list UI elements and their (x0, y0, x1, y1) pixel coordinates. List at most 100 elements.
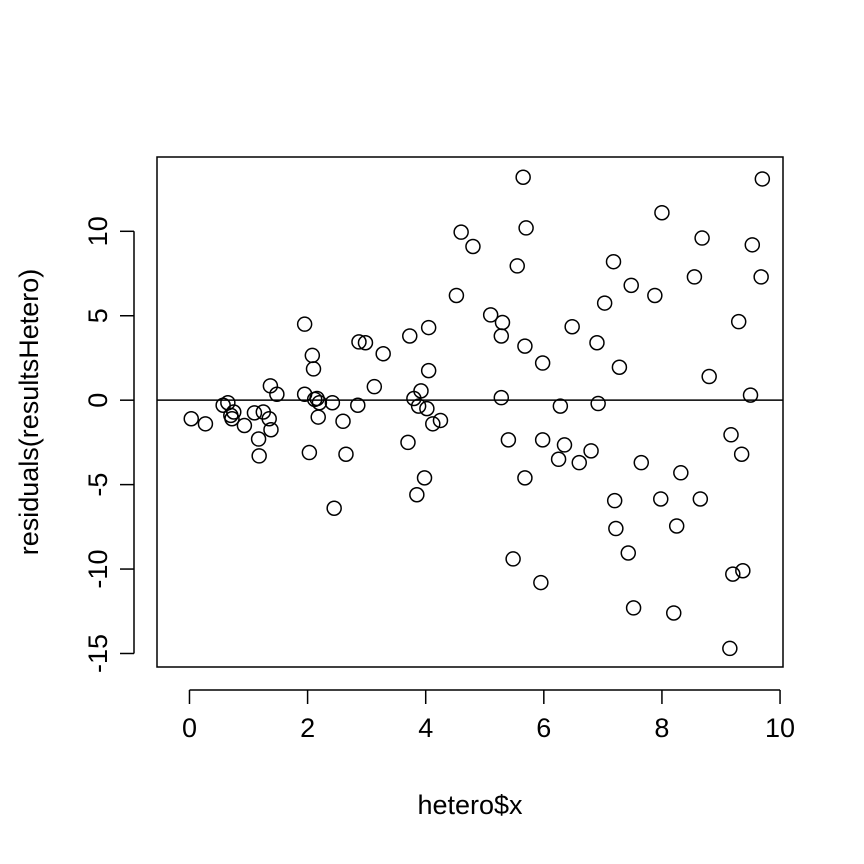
data-point (625, 600, 642, 616)
data-point (608, 520, 624, 537)
data-point (263, 421, 279, 438)
data-point (432, 412, 449, 429)
data-point (500, 432, 517, 448)
data-point (596, 295, 613, 311)
y-tick-label: 0 (83, 393, 113, 408)
data-point (324, 394, 341, 411)
y-tick-label: 5 (83, 308, 113, 323)
data-point (692, 491, 709, 507)
data-point (465, 238, 481, 255)
data-point (518, 220, 534, 236)
data-point (357, 335, 374, 351)
x-axis-title: hetero$x (417, 790, 523, 820)
data-point (673, 465, 689, 481)
data-point (730, 313, 747, 330)
data-point (420, 362, 437, 379)
data-point (633, 454, 650, 471)
data-point (448, 287, 465, 304)
data-point (654, 204, 670, 221)
plot-frame (156, 156, 784, 668)
data-point (305, 361, 322, 377)
data-point (571, 454, 588, 471)
data-point (410, 398, 427, 414)
data-point (606, 492, 623, 509)
data-point (605, 253, 622, 270)
y-axis: -15 -10 -5 0 5 10 (83, 216, 135, 673)
data-point (296, 316, 313, 332)
data-point (366, 378, 383, 395)
x-tick-label: 8 (654, 713, 669, 743)
data-point (725, 566, 741, 582)
data-point (754, 171, 771, 187)
data-point (611, 359, 628, 375)
data-point (515, 169, 531, 186)
data-point (419, 400, 435, 417)
data-point (694, 230, 710, 246)
data-point (733, 446, 750, 462)
x-tick-label: 4 (418, 713, 433, 743)
data-point (753, 269, 769, 285)
data-point (509, 258, 525, 274)
x-axis: 0 2 4 6 8 10 (182, 689, 795, 743)
data-point (722, 640, 738, 657)
y-tick-label: -15 (83, 634, 113, 673)
data-point (197, 416, 214, 432)
data-point (251, 448, 267, 464)
data-point (335, 413, 351, 430)
data-point (564, 318, 580, 335)
data-point (534, 432, 551, 448)
data-point (338, 446, 354, 462)
data-point (246, 405, 263, 421)
y-tick-label: -10 (83, 550, 113, 589)
data-point (742, 387, 759, 403)
data-point (665, 605, 682, 621)
data-point (534, 355, 551, 371)
data-point (550, 451, 567, 468)
data-point (326, 500, 342, 517)
data-point (552, 398, 569, 414)
x-tick-label: 0 (182, 713, 197, 743)
data-point (623, 277, 639, 294)
data-point (505, 551, 521, 567)
data-points (183, 169, 771, 657)
data-point (250, 431, 267, 447)
data-point (416, 470, 433, 486)
x-tick-label: 6 (536, 713, 551, 743)
data-point (236, 417, 253, 434)
data-point (735, 562, 751, 579)
y-tick-label: -5 (83, 473, 113, 497)
data-point (400, 434, 416, 451)
data-point (375, 345, 391, 362)
data-point (668, 518, 685, 534)
data-point (351, 334, 367, 350)
data-point (311, 394, 328, 411)
data-point (493, 389, 510, 406)
data-point (413, 383, 429, 399)
data-point (686, 269, 703, 285)
data-point (402, 328, 418, 344)
x-tick-label: 10 (765, 713, 795, 743)
data-point (517, 338, 533, 354)
data-point (590, 395, 606, 412)
data-point (653, 491, 669, 507)
data-point (301, 444, 318, 461)
data-point (723, 427, 739, 443)
data-point (620, 545, 637, 561)
data-point (409, 486, 425, 503)
data-point (517, 470, 533, 486)
data-point (701, 368, 717, 385)
data-point (589, 335, 605, 351)
y-axis-title: residuals(resultsHetero) (14, 269, 44, 556)
data-point (482, 307, 499, 323)
data-point (350, 397, 366, 413)
data-point (556, 437, 573, 453)
data-point (269, 386, 285, 403)
data-point (494, 314, 511, 331)
data-point (583, 443, 599, 459)
y-tick-label: 10 (83, 216, 113, 246)
data-point (261, 411, 277, 427)
data-point (744, 237, 761, 253)
data-point (224, 411, 240, 427)
data-point (183, 411, 200, 427)
